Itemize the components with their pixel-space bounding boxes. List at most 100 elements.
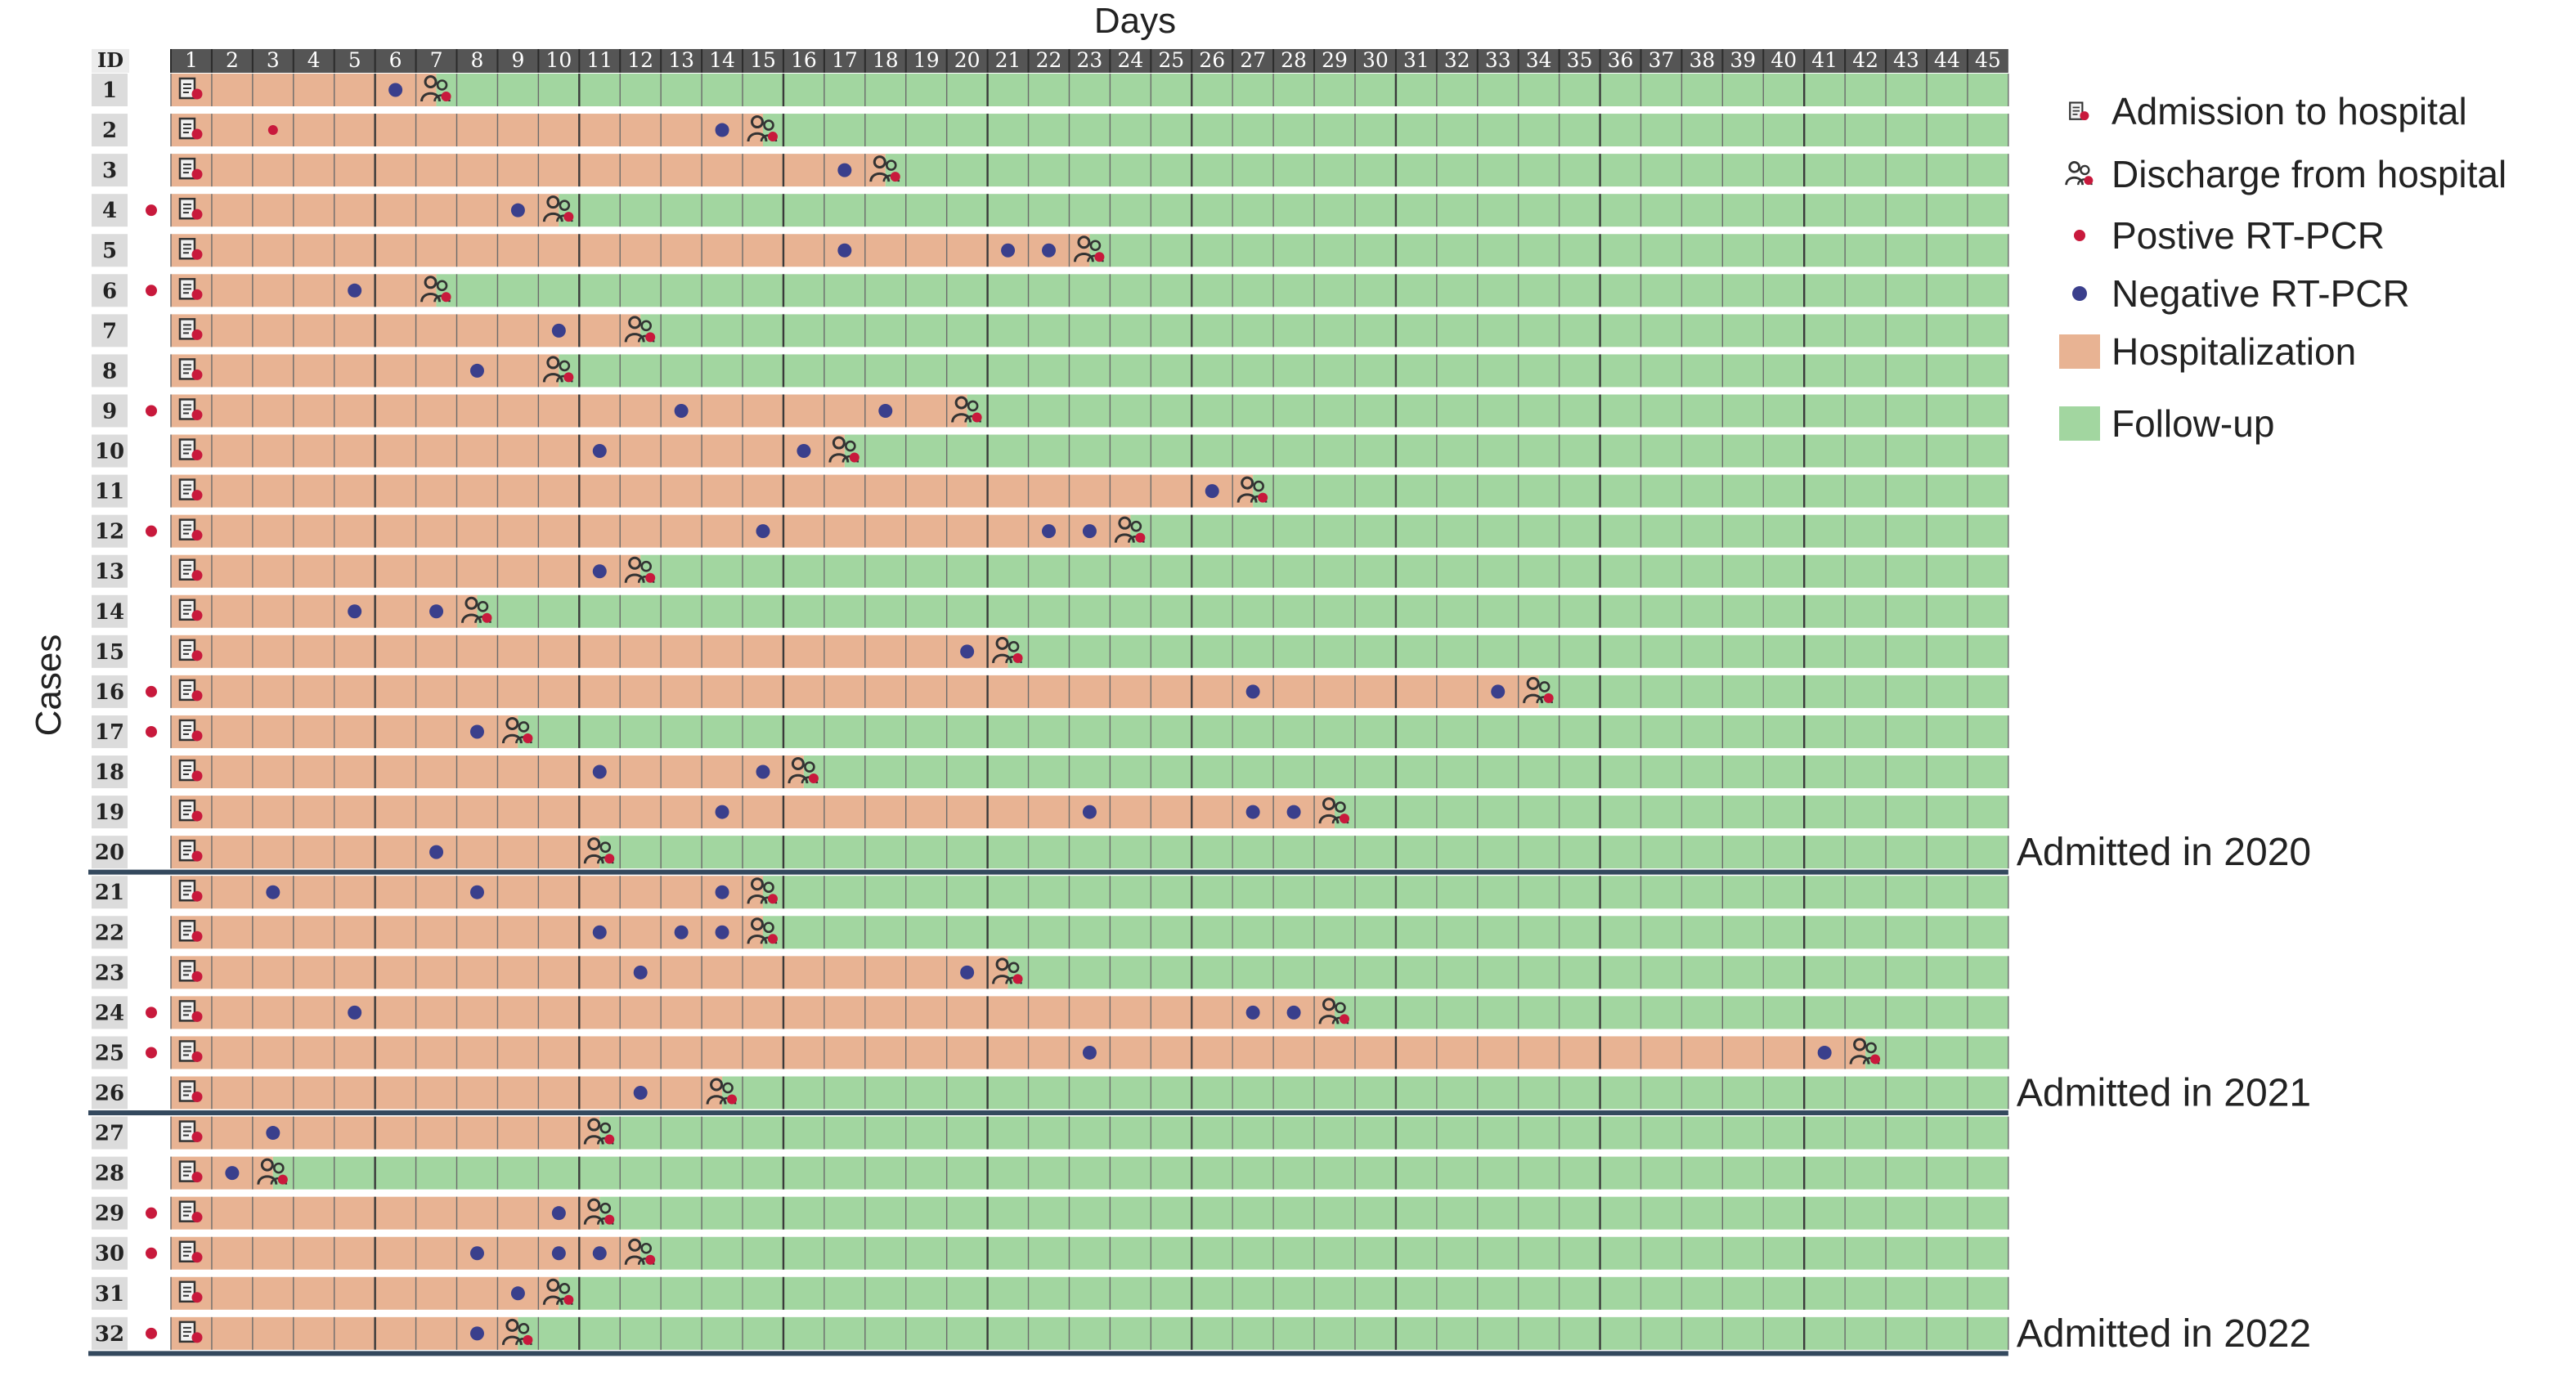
day-tick-label: 11	[586, 48, 613, 72]
case-id-cell	[92, 314, 128, 347]
followup-bar	[518, 1316, 2008, 1350]
negative-rt-pcr-dot	[633, 1086, 648, 1100]
case-id-cell	[92, 274, 128, 307]
day-tick-label: 36	[1608, 48, 1634, 72]
day-tick-label: 8	[471, 48, 484, 72]
legend-label: Postive RT-PCR	[2112, 214, 2385, 257]
day-tick-label: 6	[389, 48, 402, 72]
case-id-label: 7	[102, 319, 117, 343]
case-id-cell	[92, 354, 128, 388]
negative-rt-pcr-dot	[715, 805, 729, 819]
case-id-label: 25	[95, 1041, 124, 1065]
legend: Admission to hospital Discharge from hosp…	[2059, 90, 2506, 445]
case-id-cell	[92, 1036, 128, 1069]
negative-rt-pcr-dot	[429, 845, 444, 859]
legend-label: Admission to hospital	[2112, 90, 2467, 132]
case-id-cell	[92, 956, 128, 989]
group-label: Admitted in 2022	[2017, 1312, 2311, 1356]
hospitalization-bar	[171, 1116, 600, 1150]
case-id-label: 31	[95, 1282, 124, 1307]
id-header-label: ID	[97, 48, 123, 72]
negative-rt-pcr-dot	[469, 363, 484, 378]
case-id-cell	[92, 74, 128, 106]
followup-bar	[1089, 234, 2008, 267]
negative-rt-pcr-dot	[1245, 1005, 1260, 1020]
hospitalization-bar	[171, 715, 518, 748]
negative-rt-pcr-dot	[1205, 484, 1219, 499]
hospitalization-bar	[171, 1036, 1866, 1069]
case-positive-marker	[146, 1327, 157, 1339]
case-positive-marker	[146, 285, 157, 297]
case-id-label: 4	[102, 199, 117, 223]
negative-rt-pcr-dot	[960, 644, 975, 659]
case-id-cell	[92, 836, 128, 869]
followup-bar	[559, 354, 2008, 388]
negative-rt-pcr-dot	[960, 965, 975, 980]
hospitalization-bar	[171, 1236, 641, 1270]
group-label: Admitted in 2020	[2017, 831, 2311, 874]
day-header: ID 1 2 3 4 5 6 7 8 9 10 11 12 13 14 15 16 17 18 19 20 21 22 23 2…	[92, 48, 2008, 73]
hospitalization-bar	[171, 434, 845, 468]
case-id-label: 23	[95, 961, 124, 985]
followup-bar	[762, 114, 2008, 147]
case-id-cell	[92, 715, 128, 748]
day-tick-label: 31	[1403, 48, 1429, 72]
legend-label: Negative RT-PCR	[2112, 272, 2410, 315]
hospitalization-bar	[171, 474, 1254, 508]
case-id-label: 32	[95, 1322, 124, 1347]
negative-rt-pcr-dot	[469, 724, 484, 739]
case-id-cell	[92, 234, 128, 267]
day-tick-label: 9	[511, 48, 524, 72]
case-positive-marker	[146, 1207, 157, 1219]
day-tick-label: 21	[995, 48, 1021, 72]
hospitalization-bar	[171, 554, 641, 588]
day-tick-label: 22	[1036, 48, 1062, 72]
timeline-markers	[178, 75, 1882, 1347]
followup-bar	[599, 1116, 2008, 1150]
day-tick-label: 12	[627, 48, 653, 72]
negative-rt-pcr-dot	[756, 524, 770, 539]
day-tick-label: 19	[913, 48, 940, 72]
day-tick-label: 29	[1322, 48, 1348, 72]
day-tick-label: 34	[1526, 48, 1552, 72]
day-tick-label: 1	[185, 48, 198, 72]
case-id-label: 11	[95, 480, 124, 504]
case-id-cell	[92, 876, 128, 909]
group-labels: Admitted in 2020 Admitted in 2021 Admitted…	[88, 831, 2311, 1356]
case-id-label: 1	[102, 78, 117, 103]
hospitalization-bar	[171, 1316, 518, 1350]
day-tick-label: 41	[1811, 48, 1838, 72]
day-tick-label: 17	[832, 48, 858, 72]
positive-rt-pcr-dot	[267, 125, 278, 136]
x-axis-title: Days	[1094, 1, 1176, 41]
case-id-label: 27	[95, 1122, 124, 1146]
negative-rt-pcr-dot	[592, 564, 607, 579]
legend-negative-swatch	[2072, 286, 2087, 301]
followup-bar	[885, 154, 2008, 187]
negative-rt-pcr-dot	[469, 1246, 484, 1261]
legend-label: Hospitalization	[2112, 330, 2356, 373]
followup-bar	[1008, 956, 2008, 989]
case-positive-marker	[146, 1247, 157, 1259]
followup-bar	[518, 715, 2008, 748]
day-tick-label: 7	[430, 48, 443, 72]
negative-rt-pcr-dot	[1245, 684, 1260, 699]
case-id-label: 2	[102, 119, 117, 143]
hospitalization-bar	[171, 956, 1008, 989]
day-tick-label: 24	[1117, 48, 1143, 72]
negative-rt-pcr-dot	[1286, 805, 1301, 819]
negative-rt-pcr-dot	[388, 83, 403, 97]
negative-rt-pcr-dot	[348, 283, 362, 298]
case-id-label: 9	[102, 399, 117, 424]
followup-bar	[477, 594, 2008, 628]
case-positive-marker	[146, 525, 157, 537]
day-tick-label: 2	[226, 48, 239, 72]
hospitalization-bar	[171, 234, 1090, 267]
day-tick-label: 45	[1975, 48, 2001, 72]
negative-rt-pcr-dot	[1491, 684, 1506, 699]
case-positive-marker	[146, 725, 157, 738]
case-id-label: 8	[102, 359, 117, 383]
day-tick-label: 20	[954, 48, 981, 72]
followup-bar	[1335, 996, 2008, 1029]
negative-rt-pcr-dot	[592, 764, 607, 779]
